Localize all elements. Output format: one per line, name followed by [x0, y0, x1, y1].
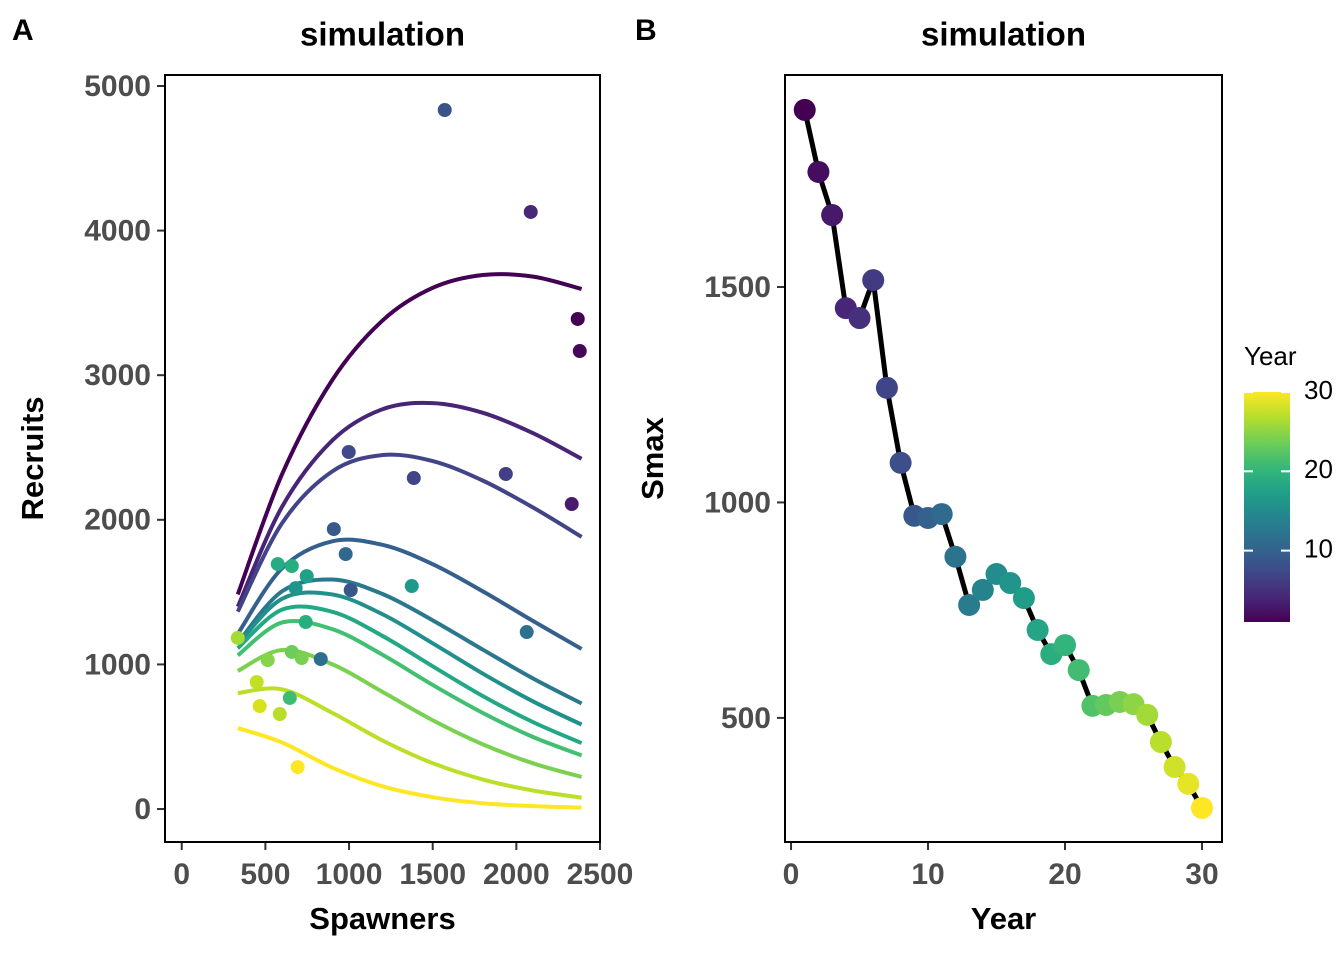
data-point — [1026, 618, 1049, 641]
data-point — [1149, 731, 1172, 754]
y-tick-label: 5000 — [84, 70, 151, 103]
data-point — [1190, 796, 1213, 819]
fit-curve — [236, 604, 583, 745]
chart-title: simulation — [921, 16, 1086, 53]
data-point — [821, 204, 844, 227]
data-point — [252, 699, 267, 714]
fit-curve — [237, 726, 582, 810]
data-point — [270, 557, 285, 572]
colorbar-label: 30 — [1304, 375, 1333, 405]
y-tick-label: 500 — [721, 702, 771, 735]
x-tick-label: 10 — [911, 858, 944, 891]
y-axis-title: Recruits — [15, 396, 50, 520]
x-axis-title: Spawners — [309, 901, 455, 936]
y-axis-title: Smax — [635, 416, 670, 499]
fit-curve — [235, 452, 583, 613]
y-tick-label: 1000 — [704, 486, 771, 519]
data-point — [523, 204, 538, 219]
data-point — [230, 630, 245, 645]
y-tick-label: 1500 — [704, 271, 771, 304]
y-tick-label: 1000 — [84, 648, 151, 681]
data-point — [298, 615, 313, 630]
data-point — [341, 444, 356, 459]
data-point — [944, 545, 967, 568]
data-point — [1054, 634, 1077, 657]
colorbar-label: 20 — [1304, 454, 1333, 484]
chart-title: simulation — [300, 16, 465, 53]
y-tick-label: 2000 — [84, 504, 151, 537]
colorbar-label: 10 — [1304, 533, 1333, 563]
data-point — [807, 160, 830, 183]
data-point — [1163, 756, 1186, 779]
data-point — [999, 572, 1022, 595]
x-axis-title: Year — [971, 901, 1037, 936]
data-point — [406, 471, 421, 486]
data-point — [343, 583, 358, 598]
x-tick-label: 2000 — [483, 858, 550, 891]
data-point — [272, 707, 287, 722]
data-point — [299, 569, 314, 584]
data-point — [889, 451, 912, 474]
data-point — [288, 581, 303, 596]
data-point — [1177, 772, 1200, 795]
x-tick-label: 1500 — [399, 858, 466, 891]
plot-area — [230, 102, 587, 810]
data-point — [971, 578, 994, 601]
data-point — [1012, 587, 1035, 610]
data-point — [519, 625, 534, 640]
x-tick-label: 0 — [783, 858, 800, 891]
data-point — [930, 503, 953, 526]
colorbar — [1244, 392, 1290, 622]
legend-title: Year — [1244, 341, 1297, 371]
x-tick-label: 2500 — [567, 858, 634, 891]
fit-curve — [235, 272, 583, 596]
data-point — [848, 307, 871, 330]
data-point — [437, 102, 452, 117]
data-point — [284, 559, 299, 574]
panel-border — [784, 74, 1223, 843]
fit-curve — [236, 618, 583, 758]
data-point — [1067, 659, 1090, 682]
data-point — [570, 311, 585, 326]
y-tick-label: 0 — [134, 793, 151, 826]
data-point — [249, 675, 264, 690]
data-point — [313, 652, 328, 667]
x-tick-label: 20 — [1048, 858, 1081, 891]
y-tick-label: 3000 — [84, 359, 151, 392]
data-point — [326, 522, 341, 537]
data-point — [1136, 703, 1159, 726]
y-tick-label: 4000 — [84, 215, 151, 248]
x-tick-label: 500 — [240, 858, 290, 891]
panel-border — [164, 74, 601, 843]
data-point — [290, 760, 305, 775]
data-point — [862, 269, 885, 292]
data-point — [958, 594, 981, 617]
fit-curve — [237, 686, 582, 800]
data-point — [294, 651, 309, 666]
fit-curve — [236, 590, 583, 727]
data-point — [498, 466, 513, 481]
data-point — [338, 547, 353, 562]
data-point — [282, 690, 297, 705]
data-point — [793, 98, 816, 121]
panel-tag: A — [12, 14, 34, 47]
fit-curve — [235, 400, 583, 608]
x-tick-label: 0 — [173, 858, 190, 891]
data-point — [404, 579, 419, 594]
data-point — [260, 653, 275, 668]
plot-area — [793, 98, 1213, 819]
x-tick-label: 1000 — [316, 858, 383, 891]
data-point — [564, 497, 579, 512]
fit-curve — [236, 577, 583, 706]
data-point — [572, 344, 587, 359]
data-point — [875, 376, 898, 399]
x-tick-label: 30 — [1185, 858, 1218, 891]
panel-tag: B — [635, 14, 657, 47]
